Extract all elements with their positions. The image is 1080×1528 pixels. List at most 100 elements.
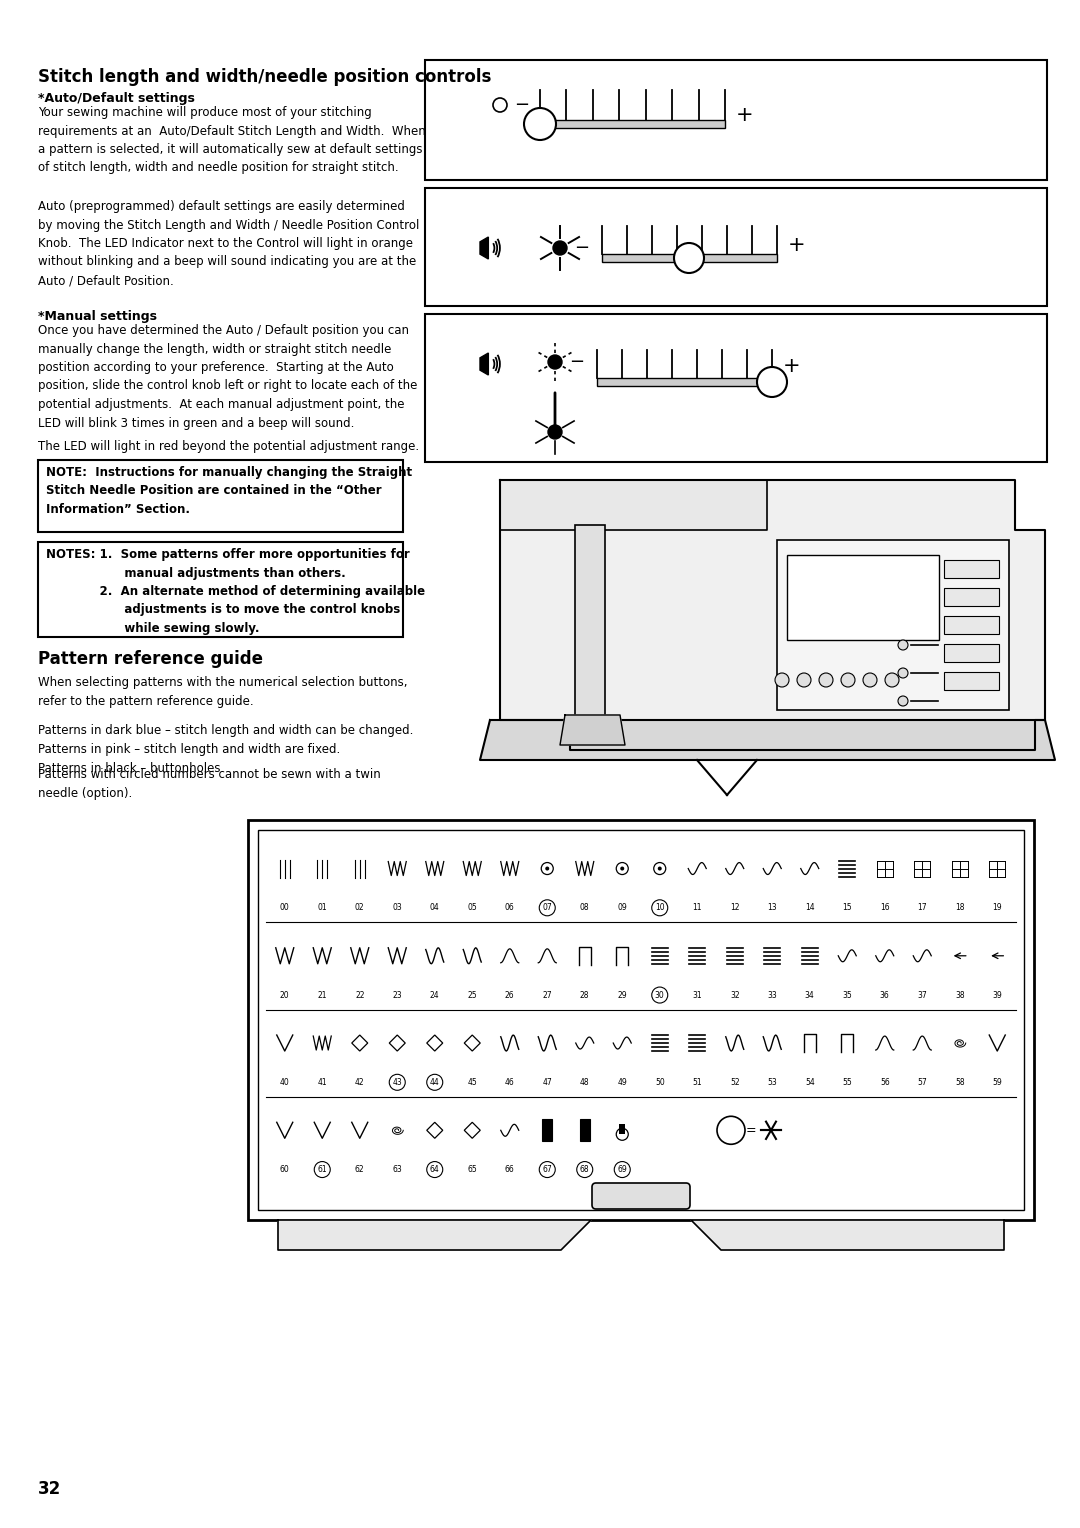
Text: 11: 11 [692,903,702,912]
Text: 68: 68 [580,1164,590,1174]
Text: 24: 24 [430,990,440,999]
Text: 49: 49 [618,1077,627,1086]
Circle shape [553,241,567,255]
Circle shape [545,866,550,871]
Text: 31: 31 [692,990,702,999]
Text: −: − [569,353,584,371]
Circle shape [674,243,704,274]
Bar [426,188,1047,306]
Text: 64: 64 [430,1164,440,1174]
Text: Patterns in dark blue – stitch length and width can be changed.
Patterns in pink: Patterns in dark blue – stitch length an… [38,724,414,775]
Text: 12: 12 [730,903,740,912]
Text: *Manual settings: *Manual settings [38,310,157,322]
Bar [426,60,1047,180]
Text: 63: 63 [392,1164,402,1174]
Text: 19: 19 [993,903,1002,912]
Text: 62: 62 [355,1164,365,1174]
Bar [540,121,725,128]
Text: 01: 01 [318,903,327,912]
Circle shape [897,668,908,678]
Text: 08: 08 [580,903,590,912]
Text: 30: 30 [654,990,664,999]
Text: 51: 51 [692,1077,702,1086]
Text: 03: 03 [392,903,402,912]
Circle shape [427,1074,443,1091]
Circle shape [539,900,555,915]
Bar [38,542,403,637]
Text: *Auto/Default settings: *Auto/Default settings [38,92,194,105]
Circle shape [897,695,908,706]
Polygon shape [278,1219,591,1250]
Text: +: + [737,105,754,125]
Bar [787,555,939,640]
Circle shape [651,900,667,915]
Text: 06: 06 [504,903,515,912]
FancyBboxPatch shape [592,1183,690,1209]
Text: 29: 29 [618,990,627,999]
Text: 14: 14 [805,903,814,912]
Text: Pattern reference guide: Pattern reference guide [38,649,264,668]
Text: NOTES: 1.  Some patterns offer more opportunities for
                   manual : NOTES: 1. Some patterns offer more oppor… [46,549,426,636]
Text: 56: 56 [880,1077,890,1086]
Polygon shape [480,237,488,260]
Bar [944,559,999,578]
Text: When selecting patterns with the numerical selection buttons,
refer to the patte: When selecting patterns with the numeric… [38,675,407,707]
Text: 16: 16 [880,903,890,912]
Text: 54: 54 [805,1077,814,1086]
Circle shape [539,1161,555,1178]
Text: 55: 55 [842,1077,852,1086]
Text: 67: 67 [542,1164,552,1174]
Bar [602,254,777,261]
Text: 50: 50 [654,1077,664,1086]
Text: 40: 40 [280,1077,289,1086]
Text: 33: 33 [768,990,778,999]
Text: 32: 32 [38,1481,62,1497]
Circle shape [314,1161,330,1178]
Text: −: − [514,96,529,115]
Text: 45: 45 [468,1077,477,1086]
Text: 15: 15 [842,903,852,912]
Text: 25: 25 [468,990,477,999]
Text: −: − [575,238,590,257]
Bar [597,377,772,387]
Text: +: + [783,356,800,376]
Circle shape [797,672,811,688]
Text: 02: 02 [355,903,365,912]
Bar [944,616,999,634]
Circle shape [658,866,662,871]
Circle shape [841,672,855,688]
Bar [38,460,403,532]
Circle shape [524,108,556,141]
Text: 53: 53 [768,1077,778,1086]
Bar [944,643,999,662]
Circle shape [615,1161,631,1178]
Polygon shape [480,353,488,374]
Text: 28: 28 [580,990,590,999]
Text: 27: 27 [542,990,552,999]
Text: The LED will light in red beyond the potential adjustment range.: The LED will light in red beyond the pot… [38,440,419,452]
Polygon shape [691,1219,1004,1250]
Text: 34: 34 [805,990,814,999]
Polygon shape [500,480,767,530]
Circle shape [620,866,624,871]
Text: 00: 00 [280,903,289,912]
Text: 17: 17 [917,903,927,912]
Text: 37: 37 [917,990,927,999]
Circle shape [897,640,908,649]
Circle shape [492,98,507,112]
Circle shape [757,367,787,397]
Text: 39: 39 [993,990,1002,999]
Text: +: + [788,235,806,255]
Circle shape [427,1161,443,1178]
Text: Auto (preprogrammed) default settings are easily determined
by moving the Stitch: Auto (preprogrammed) default settings ar… [38,200,419,287]
Bar [777,539,1009,711]
Text: 26: 26 [505,990,514,999]
Text: 10: 10 [654,903,664,912]
Circle shape [548,354,562,368]
Bar [575,526,605,724]
Bar [426,313,1047,461]
Text: 35: 35 [842,990,852,999]
Circle shape [819,672,833,688]
Text: 36: 36 [880,990,890,999]
Text: Your sewing machine will produce most of your stitching
requirements at an  Auto: Your sewing machine will produce most of… [38,105,426,174]
